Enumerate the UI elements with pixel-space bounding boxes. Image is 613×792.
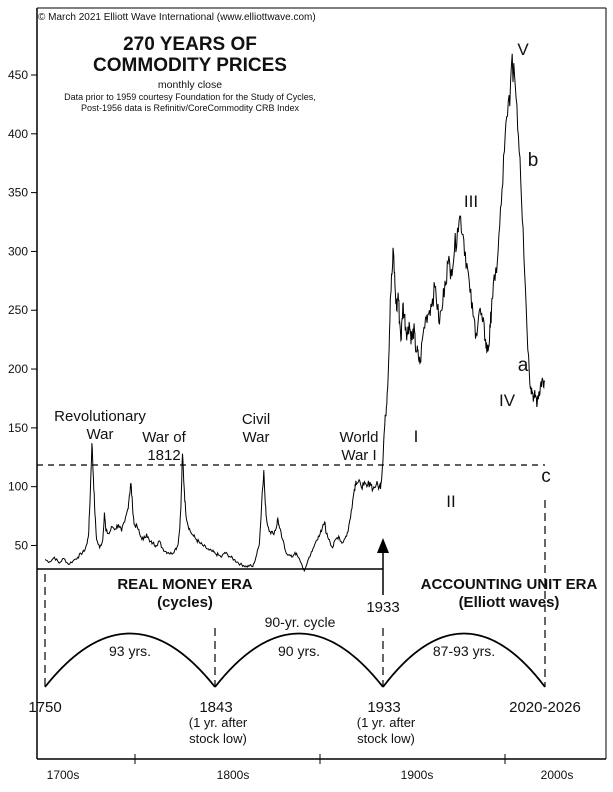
cycle-year-2020-2026: 2020-2026 xyxy=(509,699,581,716)
wave-label-c: c xyxy=(541,466,551,487)
wave-label-b: b xyxy=(528,150,539,171)
wave-label-V: V xyxy=(517,40,529,59)
sublabel-1843-1: (1 yr. after xyxy=(189,715,248,730)
cycle-label: 90-yr. cycle xyxy=(265,614,336,630)
wave-label-IV: IV xyxy=(499,391,516,410)
y-axis-ticks: 50 100 150 200 250 300 350 400 450 xyxy=(8,68,37,552)
cycle-year-1750: 1750 xyxy=(28,699,61,716)
war-of-1812-label-2: 1812 xyxy=(147,447,180,464)
war-of-1812-label-1: War of xyxy=(142,429,186,446)
chart-title-line-1: 270 YEARS OF xyxy=(123,34,257,55)
x-tick-label: 1900s xyxy=(401,768,434,782)
wave-label-III: III xyxy=(464,192,478,211)
cycle-year-1843: 1843 xyxy=(199,699,232,716)
y-tick-label: 300 xyxy=(8,244,28,258)
wave-label-a: a xyxy=(518,355,529,376)
arc-label-87-93: 87-93 yrs. xyxy=(433,643,495,659)
price-series-line xyxy=(44,53,546,572)
y-tick-label: 250 xyxy=(8,303,28,317)
sublabel-1933-2: stock low) xyxy=(357,731,415,746)
wave-label-II: II xyxy=(446,492,455,511)
sublabel-1933-1: (1 yr. after xyxy=(357,715,416,730)
arc-label-93: 93 yrs. xyxy=(109,643,151,659)
y-tick-label: 450 xyxy=(8,68,28,82)
y-tick-label: 150 xyxy=(8,421,28,435)
sublabel-1843-2: stock low) xyxy=(189,731,247,746)
cycle-arc-2 xyxy=(214,632,384,688)
revolutionary-war-label-2: War xyxy=(87,426,114,443)
copyright-notice: © March 2021 Elliott Wave International … xyxy=(38,12,316,23)
real-money-era-subtitle: (cycles) xyxy=(157,594,213,611)
arc-label-90: 90 yrs. xyxy=(278,643,320,659)
chart-title-block: 270 YEARS OF COMMODITY PRICES monthly cl… xyxy=(50,34,330,114)
revolutionary-war-label-1: Revolutionary xyxy=(54,408,146,425)
source-note-2: Post-1956 data is Refinitiv/CoreCommodit… xyxy=(80,103,300,113)
real-money-era-title: REAL MONEY ERA xyxy=(117,576,252,593)
y-tick-label: 350 xyxy=(8,186,28,200)
world-war-i-label-2: War I xyxy=(341,447,376,464)
arrow-1933-head xyxy=(377,538,389,553)
civil-war-label-1: Civil xyxy=(242,411,270,428)
wave-label-I: I xyxy=(414,427,419,446)
x-tick-label: 1800s xyxy=(217,768,250,782)
x-tick-label: 2000s xyxy=(541,768,574,782)
accounting-era-subtitle: (Elliott waves) xyxy=(459,594,560,611)
x-axis-ticks: 1700s 1800s 1900s 2000s xyxy=(47,754,574,782)
y-tick-label: 200 xyxy=(8,362,28,376)
chart-subtitle: monthly close xyxy=(157,79,223,91)
y-tick-label: 100 xyxy=(8,480,28,494)
world-war-i-label-1: World xyxy=(340,429,379,446)
y-tick-label: 400 xyxy=(8,127,28,141)
accounting-era-title: ACCOUNTING UNIT ERA xyxy=(421,576,598,593)
arrow-1933-label: 1933 xyxy=(366,599,399,616)
cycle-arc-1 xyxy=(44,632,216,688)
y-tick-label: 50 xyxy=(15,538,29,552)
x-tick-label: 1700s xyxy=(47,768,80,782)
cycle-year-1933: 1933 xyxy=(367,699,400,716)
chart-title-line-2: COMMODITY PRICES xyxy=(93,55,287,76)
cycle-arc-3 xyxy=(382,632,546,688)
civil-war-label-2: War xyxy=(243,429,270,446)
source-note-1: Data prior to 1959 courtesy Foundation f… xyxy=(64,92,316,102)
